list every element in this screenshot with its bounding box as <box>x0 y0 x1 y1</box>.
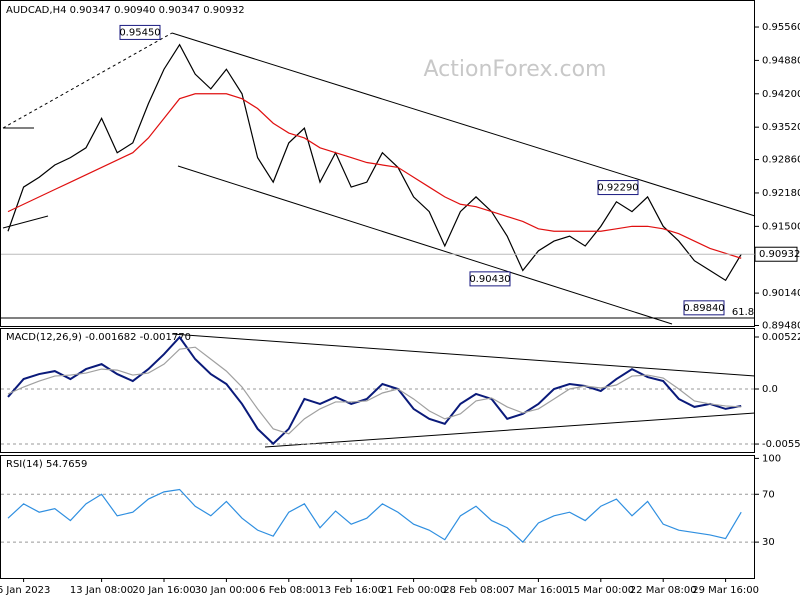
watermark: ActionForex.com <box>424 57 607 82</box>
y-tick-label: 0.005225 <box>762 332 800 343</box>
trendline <box>2 215 49 229</box>
rsi-header: RSI(14) 54.7659 <box>6 459 87 470</box>
series-line <box>7 335 742 446</box>
series-line <box>7 43 742 282</box>
price-panel <box>0 0 755 327</box>
y-tick-label: 0.0 <box>762 384 778 395</box>
x-tick-label: 13 Feb 16:00 <box>318 585 384 596</box>
channel-line <box>177 165 673 325</box>
y-tick-label: 0.92860 <box>762 155 800 166</box>
y-tick-label: 100 <box>762 453 781 464</box>
series-line <box>7 488 742 543</box>
fib-label: 61.8 <box>732 307 754 318</box>
y-tick-label: 30 <box>762 537 775 548</box>
price-annotation: 0.89840 <box>683 303 724 314</box>
y-tick-label: 0.91500 <box>762 221 800 232</box>
x-tick-label: 7 Mar 16:00 <box>508 585 568 596</box>
macd-trendline <box>171 333 756 377</box>
y-tick-label: 0.90140 <box>762 288 800 299</box>
trendline <box>2 32 173 129</box>
y-tick-label: 70 <box>762 489 775 500</box>
price-annotation-box <box>119 24 161 40</box>
price-annotation-box <box>469 271 511 287</box>
rsi-panel <box>0 455 755 579</box>
price-annotation-box <box>683 300 725 316</box>
y-tick-label: -0.00553 <box>762 439 800 450</box>
x-tick-label: 6 Jan 2023 <box>0 585 50 596</box>
price-annotation: 0.90430 <box>469 274 510 285</box>
channel-line <box>171 32 756 217</box>
y-tick-label: 0.94200 <box>762 89 800 100</box>
x-tick-label: 15 Mar 00:00 <box>567 585 634 596</box>
y-tick-label: 0.89480 <box>762 321 800 332</box>
x-tick-label: 28 Feb 08:00 <box>443 585 509 596</box>
price-annotation: 0.95450 <box>119 27 160 38</box>
macd-header: MACD(12,26,9) -0.001682 -0.001770 <box>6 332 191 343</box>
x-tick-label: 29 Mar 16:00 <box>692 585 759 596</box>
series-line <box>7 93 742 259</box>
x-tick-label: 21 Feb 00:00 <box>381 585 447 596</box>
macd-trendline <box>264 412 756 448</box>
x-tick-label: 13 Jan 08:00 <box>70 585 133 596</box>
last-price-label: 0.90932 <box>759 249 800 260</box>
x-tick-label: 20 Jan 16:00 <box>132 585 195 596</box>
x-tick-label: 22 Mar 08:00 <box>630 585 697 596</box>
price-annotation: 0.92290 <box>597 183 638 194</box>
x-tick-label: 6 Feb 08:00 <box>259 585 318 596</box>
y-tick-label: 0.93520 <box>762 122 800 133</box>
y-tick-label: 0.95560 <box>762 22 800 33</box>
series-line <box>7 346 742 435</box>
price-header: AUDCAD,H4 0.90347 0.90940 0.90347 0.9093… <box>6 5 245 16</box>
x-tick-label: 30 Jan 00:00 <box>195 585 258 596</box>
last-price-box <box>754 246 798 262</box>
y-tick-label: 0.92180 <box>762 188 800 199</box>
price-annotation-box <box>597 180 639 196</box>
macd-panel <box>0 328 755 453</box>
y-tick-label: 0.94880 <box>762 55 800 66</box>
